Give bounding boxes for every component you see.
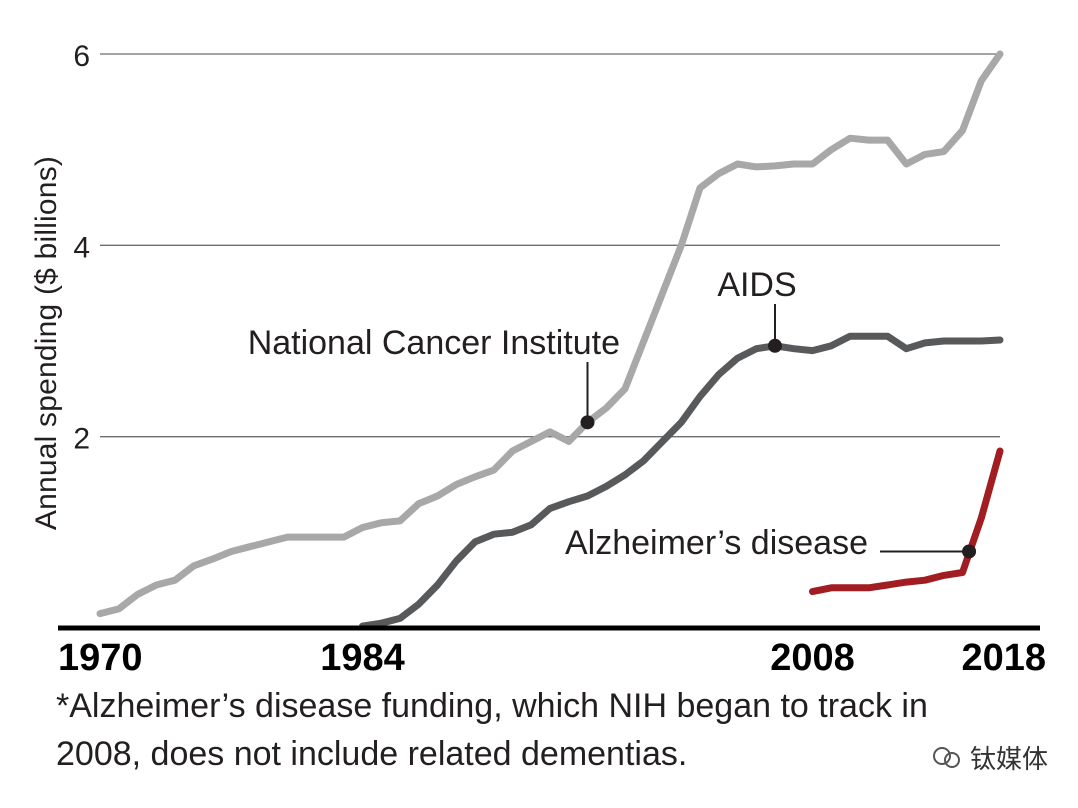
x-tick-label-1984: 1984: [320, 637, 405, 679]
series-line-0: [96, 50, 1004, 618]
annotation-dot-0: [580, 415, 595, 430]
annotation-label-2: Alzheimer’s disease: [565, 524, 868, 562]
annotation-dot-2: [962, 544, 977, 559]
x-tick-label-2008: 2008: [770, 637, 855, 679]
y-tick-label-6: 6: [73, 40, 90, 73]
series-line-2: [809, 447, 1004, 596]
series-line-1: [359, 332, 1004, 630]
watermark-text: 钛媒体: [969, 744, 1048, 774]
footnote: *Alzheimer’s disease funding, which NIH …: [56, 687, 928, 773]
watermark: 钛媒体: [932, 739, 1048, 776]
annotation-dot-1: [768, 338, 782, 353]
y-tick-label-2: 2: [73, 423, 90, 456]
wechat-icon: [932, 746, 960, 768]
annotation-label-1: AIDS: [717, 266, 796, 304]
x-tick-label-1970: 1970: [58, 637, 143, 679]
x-tick-label-2018: 2018: [961, 637, 1046, 679]
annotation-label-0: National Cancer Institute: [248, 324, 620, 362]
y-tick-label-4: 4: [73, 231, 90, 264]
